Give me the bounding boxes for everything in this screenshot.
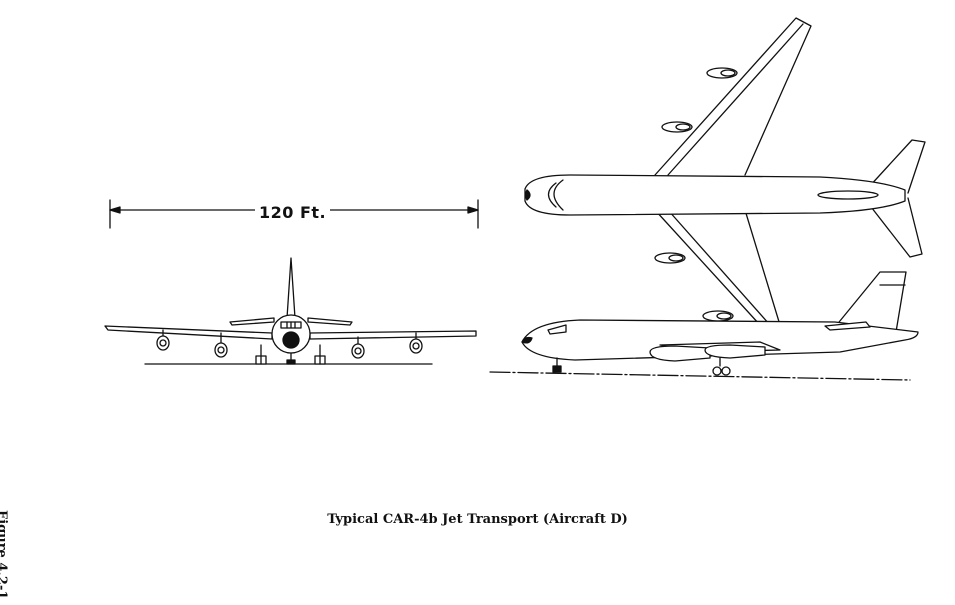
engines-front bbox=[156, 329, 423, 359]
side-view bbox=[489, 271, 919, 381]
figure-page: 120 Ft. Figure 4.2-1 Typical CAR-4b Jet … bbox=[0, 17, 926, 599]
front-view bbox=[104, 199, 479, 365]
cockpit-windows-side bbox=[547, 324, 567, 335]
upper-stabilizer-plan bbox=[867, 139, 926, 194]
ground-line-side bbox=[489, 371, 911, 381]
vertical-tail-front bbox=[286, 257, 296, 319]
lower-stabilizer-plan bbox=[867, 197, 923, 258]
lower-wing-plan bbox=[654, 209, 781, 326]
left-wing-front bbox=[104, 325, 273, 340]
fuselage-side bbox=[521, 319, 919, 361]
left-stabilizer-front bbox=[229, 317, 275, 326]
vertical-tail-side bbox=[834, 271, 907, 333]
cockpit-plan bbox=[553, 179, 564, 211]
fuselage-plan bbox=[524, 174, 906, 216]
radome-front bbox=[282, 331, 300, 349]
engine-pods-plan bbox=[654, 67, 738, 322]
right-stabilizer-front bbox=[307, 317, 353, 326]
engines-side bbox=[649, 344, 766, 362]
figure-caption: Typical CAR-4b Jet Transport (Aircraft D… bbox=[327, 512, 628, 527]
landing-gear-side bbox=[552, 357, 731, 376]
tail-cone-plan bbox=[817, 190, 879, 200]
upper-wing-plan bbox=[654, 17, 812, 176]
top-view bbox=[524, 17, 926, 326]
right-wing-front bbox=[309, 330, 477, 340]
stabilizer-side bbox=[824, 321, 871, 331]
landing-gear-front bbox=[255, 344, 326, 365]
wingspan-dimension-label: 120 Ft. bbox=[255, 203, 331, 222]
aircraft-drawing bbox=[104, 17, 926, 381]
